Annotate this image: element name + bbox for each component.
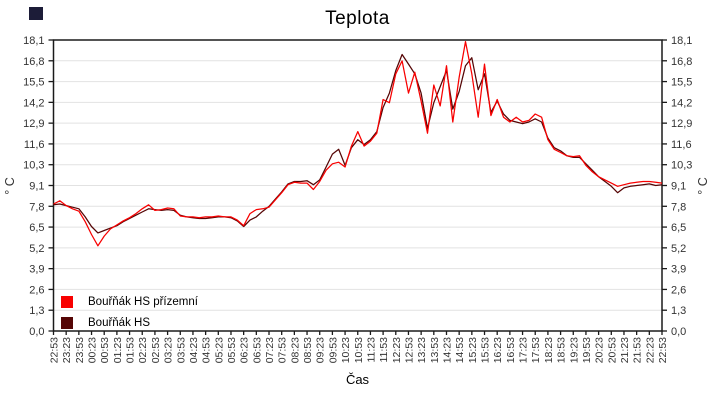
x-axis-ticks-and-labels: 22:53 23:23 23:53 00:23 00:53 01:23 01:53 02:23… (49, 331, 669, 363)
svg-text:05:53: 05:53 (226, 337, 238, 363)
svg-text:11,6: 11,6 (671, 139, 692, 151)
series-line-prizemni (53, 40, 663, 247)
svg-text:01:23: 01:23 (112, 337, 124, 363)
svg-text:2,6: 2,6 (29, 284, 44, 296)
svg-text:18:23: 18:23 (543, 337, 555, 363)
svg-text:18:53: 18:53 (556, 337, 568, 363)
legend: Bouřňák HS přízemní Bouřňák HS (61, 291, 198, 333)
svg-text:12,9: 12,9 (23, 118, 44, 130)
svg-text:09:23: 09:23 (315, 337, 327, 363)
legend-item-prizemni: Bouřňák HS přízemní (61, 291, 198, 312)
svg-text:07:53: 07:53 (277, 337, 289, 363)
svg-text:6,5: 6,5 (671, 222, 686, 234)
svg-text:02:23: 02:23 (137, 337, 149, 363)
svg-text:11,6: 11,6 (24, 139, 45, 151)
svg-text:14:23: 14:23 (441, 337, 453, 363)
svg-text:5,2: 5,2 (29, 243, 44, 255)
svg-text:00:23: 00:23 (87, 337, 99, 363)
chart-title: Teplota (325, 8, 390, 29)
svg-text:14:53: 14:53 (454, 337, 466, 363)
svg-text:12:53: 12:53 (403, 337, 415, 363)
svg-text:10,3: 10,3 (671, 160, 692, 172)
svg-text:11:23: 11:23 (365, 337, 377, 363)
svg-text:0,0: 0,0 (671, 326, 686, 338)
svg-text:23:53: 23:53 (74, 337, 86, 363)
svg-text:3,9: 3,9 (29, 264, 44, 276)
svg-text:09:53: 09:53 (327, 337, 339, 363)
svg-text:04:53: 04:53 (201, 337, 213, 363)
svg-text:07:23: 07:23 (264, 337, 276, 363)
legend-swatch-hs (61, 316, 73, 329)
svg-text:06:53: 06:53 (251, 337, 263, 363)
svg-text:1,3: 1,3 (29, 305, 44, 317)
legend-swatch-prizemni (61, 295, 73, 308)
legend-label-hs: Bouřňák HS (88, 316, 151, 329)
svg-text:03:53: 03:53 (175, 337, 187, 363)
svg-text:13:23: 13:23 (416, 337, 428, 363)
svg-text:10:53: 10:53 (353, 337, 365, 363)
svg-text:17:53: 17:53 (530, 337, 542, 363)
y-axis-unit-labels: ° C ° C (3, 177, 710, 195)
svg-text:9,1: 9,1 (29, 181, 44, 193)
svg-text:13:53: 13:53 (429, 337, 441, 363)
svg-text:22:23: 22:23 (644, 337, 656, 363)
svg-text:22:53: 22:53 (49, 337, 61, 363)
legend-item-hs: Bouřňák HS (61, 312, 198, 333)
svg-text:23:23: 23:23 (61, 337, 73, 363)
svg-text:19:23: 19:23 (568, 337, 580, 363)
svg-text:21:53: 21:53 (632, 337, 644, 363)
svg-text:15:23: 15:23 (467, 337, 479, 363)
svg-text:08:53: 08:53 (302, 337, 314, 363)
svg-text:10:23: 10:23 (340, 337, 352, 363)
svg-text:16:23: 16:23 (492, 337, 504, 363)
svg-text:08:23: 08:23 (289, 337, 301, 363)
svg-text:18,1: 18,1 (23, 35, 44, 47)
svg-text:21:23: 21:23 (619, 337, 631, 363)
svg-text:00:53: 00:53 (99, 337, 111, 363)
svg-text:3,9: 3,9 (671, 264, 686, 276)
svg-text:15,5: 15,5 (23, 77, 44, 89)
svg-text:14,2: 14,2 (23, 97, 44, 109)
svg-text:0,0: 0,0 (29, 326, 44, 338)
svg-text:5,2: 5,2 (671, 243, 686, 255)
corner-mark (29, 7, 43, 20)
svg-text:15,5: 15,5 (671, 77, 692, 89)
svg-text:20:53: 20:53 (606, 337, 618, 363)
legend-label-prizemni: Bouřňák HS přízemní (88, 295, 198, 308)
svg-text:6,5: 6,5 (29, 222, 44, 234)
svg-text:11:53: 11:53 (378, 337, 390, 363)
svg-text:7,8: 7,8 (29, 201, 44, 213)
svg-text:7,8: 7,8 (671, 201, 686, 213)
svg-text:05:23: 05:23 (213, 337, 225, 363)
y-gridlines (53, 60, 662, 311)
svg-text:19:53: 19:53 (581, 337, 593, 363)
svg-text:12:23: 12:23 (391, 337, 403, 363)
x-axis-title: Čas (345, 372, 370, 387)
svg-text:2,6: 2,6 (671, 284, 686, 296)
y-axis-ticks-and-labels: 0,0 0,0 1,3 1,3 2,6 2,6 3,9 3,9 5,2 5,2 6,5 6,5 7,8 7… (23, 35, 692, 338)
svg-text:15:53: 15:53 (480, 337, 492, 363)
svg-text:10,3: 10,3 (23, 160, 44, 172)
svg-text:9,1: 9,1 (671, 181, 686, 193)
svg-text:° C: ° C (696, 177, 710, 195)
svg-text:22:53: 22:53 (657, 337, 669, 363)
svg-text:02:53: 02:53 (150, 337, 162, 363)
svg-text:° C: ° C (3, 177, 17, 195)
svg-text:12,9: 12,9 (671, 118, 692, 130)
svg-text:03:23: 03:23 (163, 337, 175, 363)
svg-text:1,3: 1,3 (671, 305, 686, 317)
svg-text:14,2: 14,2 (671, 97, 692, 109)
svg-text:16:53: 16:53 (505, 337, 517, 363)
svg-text:16,8: 16,8 (23, 56, 44, 68)
svg-text:18,1: 18,1 (671, 35, 692, 47)
svg-text:20:23: 20:23 (594, 337, 606, 363)
svg-text:01:53: 01:53 (125, 337, 137, 363)
svg-text:04:23: 04:23 (188, 337, 200, 363)
svg-text:17:23: 17:23 (518, 337, 530, 363)
svg-text:06:23: 06:23 (239, 337, 251, 363)
svg-text:16,8: 16,8 (671, 56, 692, 68)
